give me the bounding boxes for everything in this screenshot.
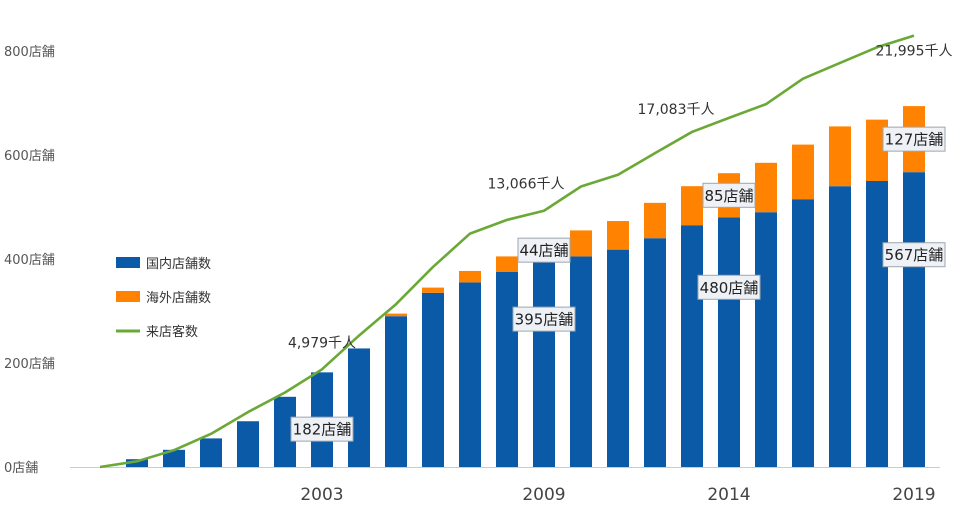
bar-overseas-2017 [829,126,851,187]
bar-domestic-2004 [348,348,370,467]
bar-overseas-2011 [607,221,629,250]
bar-domestic-2007 [459,282,481,467]
bar-overseas-2006 [422,287,444,293]
callout-box-background [702,182,756,208]
line-value-labels: 4,979千人 13,066千人 17,083千人 21,995千人 [288,44,953,352]
y-tick-label: 400店舗 [4,253,55,268]
y-tick-label: 200店舗 [4,357,55,372]
y-axis-ticks: 0店舗 200店舗 400店舗 600店舗 800店舗 [4,45,55,476]
y-tick-label: 0店舗 [4,461,38,476]
bar-domestic-2013 [681,225,703,467]
bar-domestic-2001 [237,421,259,467]
line-value-label: 17,083千人 [638,102,715,118]
callout-label: 395店舗 [515,311,574,329]
legend-label: 国内店舗数 [146,256,211,272]
bar-overseas-2015 [755,162,777,213]
callout-box: 44店舗 [517,237,571,263]
legend-label: 来店客数 [146,324,198,340]
bar-overseas-2016 [792,144,814,200]
line-value-label: 4,979千人 [288,335,356,351]
callout-box: 85店舗 [702,182,756,208]
callout-box: 182店舗 [290,416,354,442]
bar-overseas-2007 [459,270,481,283]
y-tick-label: 800店舗 [4,45,55,60]
visitors-line [99,34,915,469]
callout-box: 480店舗 [697,274,761,300]
bar-overseas-2005 [385,313,407,317]
legend-swatch [116,257,140,268]
legend-item: 海外店舗数 [116,291,211,306]
line-value-label: 13,066千人 [488,177,565,193]
callout-box: 395店舗 [512,306,576,332]
bar-domestic-1998 [126,459,148,467]
legend-label: 海外店舗数 [146,291,211,306]
bar-overseas-2012 [644,202,666,239]
bar-domestic-2005 [385,316,407,467]
x-tick-label: 2003 [300,485,343,505]
bar-domestic-2014 [718,217,740,467]
legend-item: 国内店舗数 [116,256,211,272]
callout-label: 480店舗 [700,279,759,297]
bar-domestic-2019 [903,172,925,467]
callout-box-background [697,274,761,300]
callout-label: 182店舗 [293,421,352,439]
bar-value-callouts: 182店舗 44店舗 395店舗 85店舗 480店舗 127店舗 567店舗 [290,126,946,442]
bar-domestic-2006 [422,292,444,467]
callout-box: 127店舗 [882,126,946,152]
callout-box-background [290,416,354,442]
legend-swatch [116,291,140,302]
bar-overseas-2008 [496,256,518,272]
y-tick-label: 600店舗 [4,149,55,164]
x-axis-ticks: 2003 2009 2014 2019 [300,485,935,505]
bar-domestic-2000 [200,438,222,467]
callout-label: 567店舗 [885,246,944,264]
callout-box-background [517,237,571,263]
bar-domestic-2016 [792,199,814,467]
line-value-label: 21,995千人 [876,44,953,60]
callout-box-background [882,126,946,152]
bar-domestic-2015 [755,212,777,467]
bar-domestic-1999 [163,449,185,467]
bar-domestic-2009 [533,261,555,467]
callout-box: 567店舗 [882,242,946,268]
bar-domestic-2008 [496,272,518,467]
bar-overseas-2010 [570,230,592,257]
callout-box-background [882,242,946,268]
bar-domestic-2011 [607,249,629,467]
callout-label: 127店舗 [885,131,944,149]
x-tick-label: 2014 [707,485,750,505]
bar-domestic-2018 [866,181,888,467]
x-tick-label: 2019 [892,485,935,505]
legend-item: 来店客数 [116,324,198,340]
callout-label: 44店舗 [519,242,568,260]
callout-box-background [512,306,576,332]
bar-domestic-2010 [570,256,592,467]
x-tick-label: 2009 [522,485,565,505]
line-series-group [99,34,915,469]
bar-overseas-2013 [681,186,703,226]
bar-domestic-2002 [274,396,296,467]
callout-label: 85店舗 [704,187,753,205]
bar-domestic-2017 [829,186,851,467]
bar-domestic-2012 [644,238,666,467]
